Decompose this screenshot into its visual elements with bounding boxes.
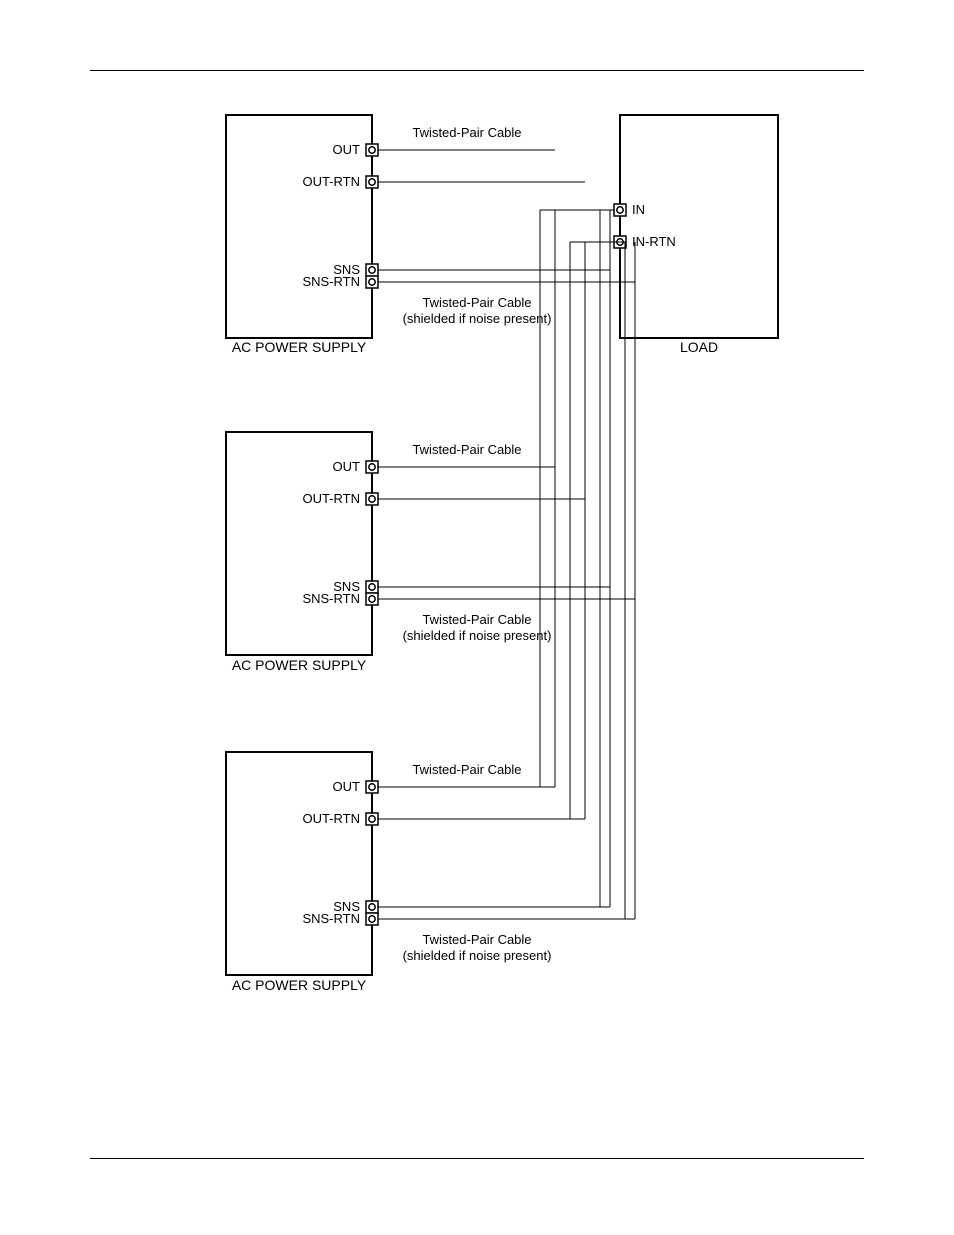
svg-text:Twisted-Pair Cable: Twisted-Pair Cable — [422, 295, 531, 310]
svg-text:(shielded if noise present): (shielded if noise present) — [403, 628, 552, 643]
svg-text:OUT-RTN: OUT-RTN — [302, 491, 360, 506]
svg-text:IN-RTN: IN-RTN — [632, 234, 676, 249]
svg-text:AC POWER SUPPLY: AC POWER SUPPLY — [232, 977, 367, 993]
svg-text:OUT: OUT — [333, 459, 361, 474]
svg-text:SNS-RTN: SNS-RTN — [302, 274, 360, 289]
svg-text:(shielded if noise present): (shielded if noise present) — [403, 311, 552, 326]
svg-text:AC POWER SUPPLY: AC POWER SUPPLY — [232, 657, 367, 673]
svg-text:OUT-RTN: OUT-RTN — [302, 811, 360, 826]
svg-text:Twisted-Pair Cable: Twisted-Pair Cable — [422, 932, 531, 947]
svg-text:SNS-RTN: SNS-RTN — [302, 591, 360, 606]
wiring-diagram: AC POWER SUPPLY AC POWER SUPPLY AC POWER S… — [0, 0, 954, 1235]
svg-text:Twisted-Pair Cable: Twisted-Pair Cable — [412, 762, 521, 777]
svg-text:Twisted-Pair Cable: Twisted-Pair Cable — [422, 612, 531, 627]
svg-text:OUT: OUT — [333, 142, 361, 157]
svg-text:IN: IN — [632, 202, 645, 217]
svg-text:AC POWER SUPPLY: AC POWER SUPPLY — [232, 339, 367, 355]
svg-text:(shielded if noise present): (shielded if noise present) — [403, 948, 552, 963]
svg-text:SNS-RTN: SNS-RTN — [302, 911, 360, 926]
svg-text:LOAD: LOAD — [680, 339, 718, 355]
svg-text:OUT: OUT — [333, 779, 361, 794]
svg-text:Twisted-Pair Cable: Twisted-Pair Cable — [412, 125, 521, 140]
page: AC POWER SUPPLY AC POWER SUPPLY AC POWER S… — [0, 0, 954, 1235]
svg-text:Twisted-Pair Cable: Twisted-Pair Cable — [412, 442, 521, 457]
svg-text:OUT-RTN: OUT-RTN — [302, 174, 360, 189]
